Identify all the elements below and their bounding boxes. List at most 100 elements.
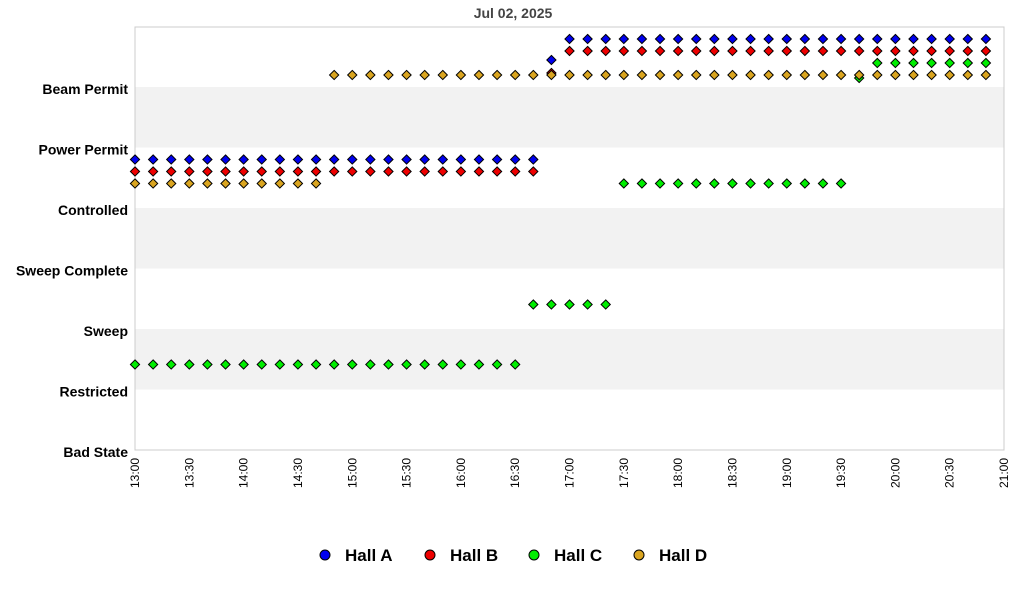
- data-point: [401, 359, 412, 370]
- data-point: [455, 154, 467, 165]
- data-point: [727, 69, 738, 81]
- data-point: [129, 166, 141, 177]
- legend-marker: [319, 549, 331, 561]
- data-point: [636, 178, 648, 189]
- x-tick-label: 19:00: [780, 458, 794, 488]
- data-point: [672, 178, 684, 189]
- data-point: [799, 33, 811, 45]
- y-tick-label: Beam Permit: [42, 81, 128, 97]
- data-point: [365, 69, 376, 81]
- data-point: [365, 359, 376, 370]
- data-point: [672, 33, 684, 45]
- data-point: [600, 299, 612, 310]
- data-point: [654, 69, 666, 81]
- data-point: [908, 57, 919, 69]
- y-tick-label: Power Permit: [39, 142, 129, 158]
- y-tick-label: Sweep Complete: [16, 263, 128, 279]
- data-point: [709, 45, 720, 57]
- data-point: [238, 359, 249, 370]
- data-point: [817, 33, 829, 45]
- data-point: [727, 33, 738, 45]
- data-point: [962, 33, 974, 45]
- plot-area: [134, 26, 1005, 451]
- data-point: [383, 359, 394, 370]
- data-point: [256, 166, 268, 177]
- data-point: [328, 69, 340, 81]
- data-point: [365, 154, 376, 165]
- data-point: [509, 166, 521, 177]
- data-point: [220, 166, 231, 177]
- data-point: [890, 45, 901, 57]
- data-point: [546, 299, 557, 310]
- data-point: [165, 359, 177, 370]
- data-point: [926, 33, 937, 45]
- data-point: [690, 178, 702, 189]
- data-point: [745, 33, 756, 45]
- data-point: [582, 45, 593, 57]
- data-point: [455, 359, 467, 370]
- data-point: [346, 69, 358, 81]
- data-point: [871, 45, 883, 57]
- data-point: [455, 166, 467, 177]
- data-point: [672, 69, 684, 81]
- x-tick-label: 13:00: [128, 458, 142, 488]
- data-point: [527, 69, 539, 81]
- data-point: [437, 69, 449, 81]
- data-point: [238, 154, 249, 165]
- data-point: [310, 154, 322, 165]
- data-point: [926, 45, 937, 57]
- data-point: [401, 154, 412, 165]
- data-point: [184, 154, 195, 165]
- data-point: [980, 57, 992, 69]
- data-point: [745, 69, 756, 81]
- data-point: [944, 45, 955, 57]
- x-tick-label: 16:30: [508, 458, 522, 488]
- data-point: [491, 154, 503, 165]
- data-point: [690, 33, 702, 45]
- x-tick-label: 19:30: [834, 458, 848, 488]
- data-point: [618, 178, 630, 189]
- data-point: [799, 69, 811, 81]
- data-point: [582, 69, 593, 81]
- data-point: [835, 178, 847, 189]
- data-point: [799, 178, 811, 189]
- data-point: [564, 299, 575, 310]
- data-point: [184, 359, 195, 370]
- data-point: [256, 178, 268, 189]
- data-point: [419, 69, 430, 81]
- data-point: [799, 45, 811, 57]
- x-tick-label: 20:00: [888, 458, 902, 488]
- data-point: [853, 33, 865, 45]
- data-point: [546, 69, 557, 81]
- data-point: [980, 69, 992, 81]
- legend-label: Hall D: [659, 546, 707, 565]
- data-point: [763, 178, 774, 189]
- data-point: [944, 33, 955, 45]
- data-point: [564, 33, 575, 45]
- plot-band: [135, 389, 1004, 450]
- plot-band: [135, 268, 1004, 329]
- data-point: [202, 154, 213, 165]
- data-point: [346, 359, 358, 370]
- data-point: [310, 166, 322, 177]
- data-point: [835, 69, 847, 81]
- data-point: [129, 154, 141, 165]
- data-point: [618, 69, 630, 81]
- data-point: [527, 166, 539, 177]
- data-point: [509, 154, 521, 165]
- data-point: [147, 166, 159, 177]
- data-point: [383, 154, 394, 165]
- data-point: [274, 166, 286, 177]
- data-point: [745, 45, 756, 57]
- data-point: [328, 166, 340, 177]
- plot-bands: [135, 27, 1004, 450]
- data-point: [672, 45, 684, 57]
- x-tick-label: 17:00: [563, 458, 577, 488]
- data-point: [292, 154, 304, 165]
- data-point: [473, 166, 485, 177]
- data-point: [437, 166, 449, 177]
- data-point: [310, 359, 322, 370]
- data-point: [473, 69, 485, 81]
- legend-marker: [633, 549, 645, 561]
- data-point: [238, 166, 249, 177]
